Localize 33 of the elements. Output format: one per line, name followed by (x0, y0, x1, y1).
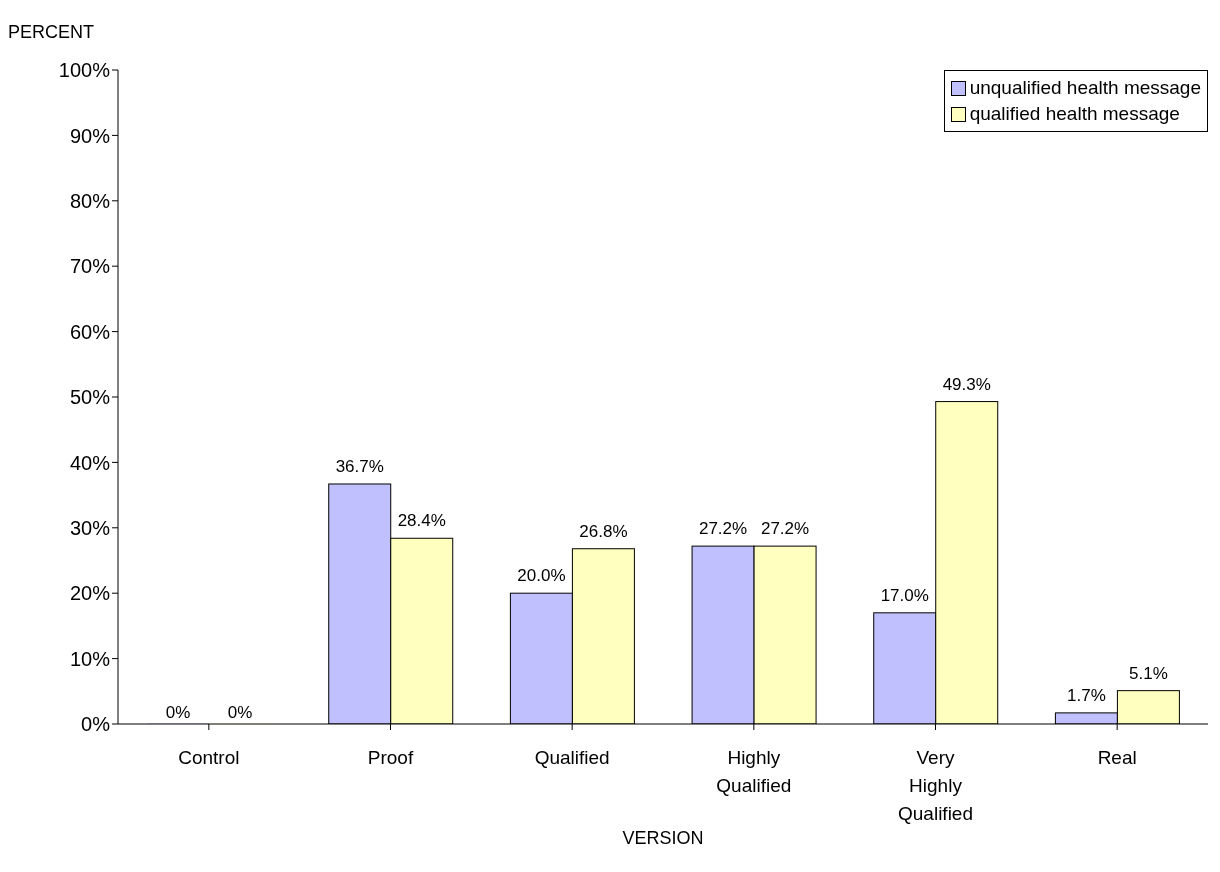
x-axis-title: VERSION (621, 828, 705, 849)
data-label: 26.8% (579, 521, 628, 541)
y-axis-title: PERCENT (8, 22, 95, 43)
x-tick-label: Proof (367, 747, 414, 768)
data-label: 17.0% (880, 585, 929, 605)
y-tick-label: 90% (69, 124, 111, 147)
y-tick-label: 100% (58, 59, 111, 82)
y-tick-label: 30% (69, 516, 111, 539)
y-tick-label: 70% (69, 255, 111, 278)
x-tick-label: Qualified (534, 747, 610, 768)
data-label: 0% (227, 703, 253, 722)
legend-label: unqualified health message (969, 76, 1201, 100)
data-label: 49.3% (942, 374, 991, 394)
data-label: 36.7% (335, 456, 384, 476)
data-label: 5.1% (1129, 663, 1168, 683)
x-tick-label: Highly Qualified (716, 747, 792, 796)
x-tick-label: Control (178, 747, 240, 768)
data-label: 0% (165, 703, 191, 722)
y-tick-label: 10% (69, 647, 111, 670)
data-label: 27.2% (698, 519, 748, 539)
data-label: 1.7% (1067, 685, 1106, 705)
y-tick-label: 0% (81, 713, 111, 736)
y-tick-label: 20% (69, 582, 111, 605)
x-tick-label: Real (1097, 747, 1137, 768)
x-tick-label: Very Highly Qualified (898, 747, 973, 824)
data-label: 27.2% (760, 519, 810, 539)
data-label: 28.4% (397, 511, 446, 531)
y-tick-label: 50% (69, 386, 111, 409)
y-tick-label: 40% (69, 451, 111, 474)
legend-label: qualified health message (969, 102, 1180, 126)
y-tick-label: 60% (69, 320, 111, 343)
y-tick-label: 80% (69, 189, 111, 212)
data-label: 20.0% (517, 566, 566, 586)
